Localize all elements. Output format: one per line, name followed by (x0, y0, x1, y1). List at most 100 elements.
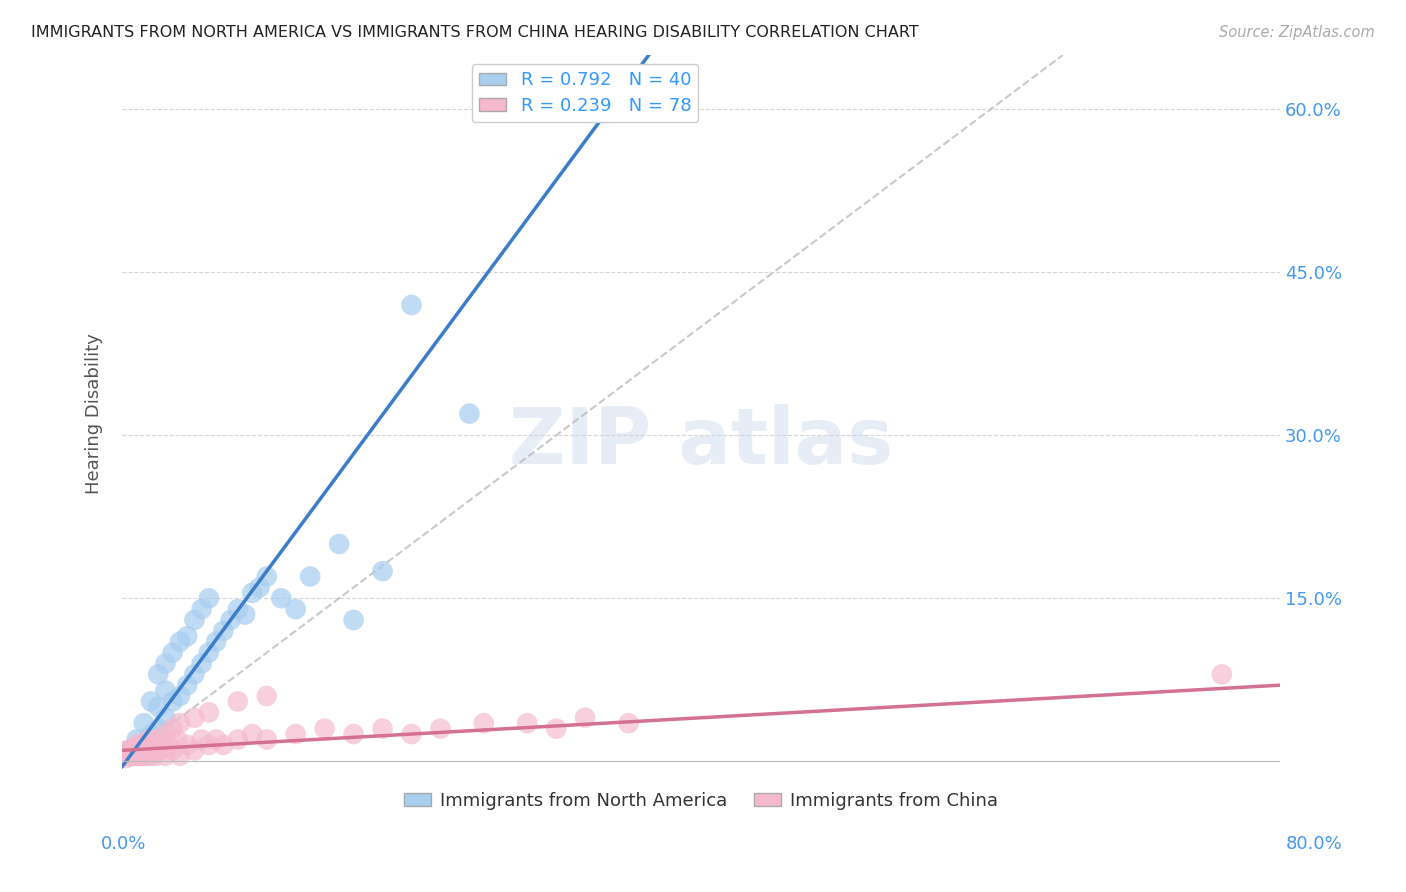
Point (125, 732, 148, 747)
Point (183, 743, 205, 757)
Point (148, 699, 170, 714)
Point (574, 711, 596, 725)
Point (138, 743, 160, 757)
Point (256, 689, 278, 703)
Point (143, 748, 166, 763)
Point (139, 738, 162, 752)
Point (155, 727, 177, 741)
Point (472, 716, 495, 731)
Point (120, 746, 142, 760)
Point (115, 747, 138, 761)
Point (122, 748, 145, 763)
Point (169, 689, 191, 703)
Point (142, 743, 165, 757)
Point (314, 722, 336, 736)
Point (155, 748, 177, 763)
Point (162, 646, 184, 660)
Point (136, 738, 159, 752)
Point (546, 722, 568, 736)
Point (169, 748, 191, 763)
Point (166, 732, 188, 747)
Point (328, 537, 350, 551)
Point (120, 748, 142, 763)
Point (125, 738, 148, 752)
Point (136, 732, 159, 747)
Legend: Immigrants from North America, Immigrants from China: Immigrants from North America, Immigrant… (396, 784, 1005, 817)
Point (148, 722, 170, 736)
Point (212, 738, 235, 752)
Point (157, 738, 180, 752)
Point (198, 738, 221, 752)
Point (270, 591, 292, 606)
Y-axis label: Hearing Disability: Hearing Disability (86, 334, 103, 494)
Point (212, 624, 235, 638)
Point (124, 748, 146, 763)
Point (132, 738, 155, 752)
Point (118, 748, 141, 763)
Point (131, 748, 153, 763)
Point (169, 716, 191, 731)
Point (128, 738, 150, 752)
Point (205, 732, 228, 747)
Point (124, 743, 146, 757)
Point (299, 569, 322, 583)
Point (141, 738, 163, 752)
Point (240, 727, 263, 741)
Point (401, 298, 423, 312)
Point (139, 748, 162, 763)
Point (129, 743, 152, 757)
Point (114, 748, 136, 763)
Point (240, 586, 263, 600)
Point (183, 667, 205, 681)
Point (284, 727, 307, 741)
Point (162, 722, 184, 736)
Point (132, 743, 155, 757)
Point (127, 743, 149, 757)
Point (1211, 667, 1233, 681)
Point (162, 694, 184, 708)
Point (169, 634, 191, 648)
Point (233, 607, 256, 622)
Point (115, 743, 138, 757)
Point (205, 634, 228, 648)
Point (226, 732, 249, 747)
Point (139, 727, 162, 741)
Point (176, 678, 198, 692)
Point (256, 732, 278, 747)
Point (226, 694, 249, 708)
Point (429, 722, 451, 736)
Point (176, 738, 198, 752)
Point (125, 748, 148, 763)
Point (190, 602, 212, 616)
Point (256, 569, 278, 583)
Point (132, 748, 155, 763)
Point (117, 746, 139, 760)
Point (128, 748, 150, 763)
Point (219, 613, 242, 627)
Point (148, 738, 170, 752)
Point (458, 407, 481, 421)
Point (118, 743, 141, 757)
Point (183, 613, 205, 627)
Point (121, 748, 143, 763)
Point (132, 716, 155, 731)
Point (198, 591, 221, 606)
Point (134, 743, 156, 757)
Point (249, 581, 271, 595)
Point (155, 657, 177, 671)
Text: 80.0%: 80.0% (1286, 835, 1343, 853)
Point (198, 706, 221, 720)
Point (153, 732, 176, 747)
Point (284, 602, 307, 616)
Point (139, 694, 162, 708)
Point (183, 711, 205, 725)
Point (117, 748, 139, 763)
Point (155, 711, 177, 725)
Point (122, 741, 145, 756)
Point (121, 743, 143, 757)
Point (135, 748, 157, 763)
Point (342, 727, 364, 741)
Point (371, 564, 394, 578)
Point (112, 748, 135, 763)
Point (342, 613, 364, 627)
